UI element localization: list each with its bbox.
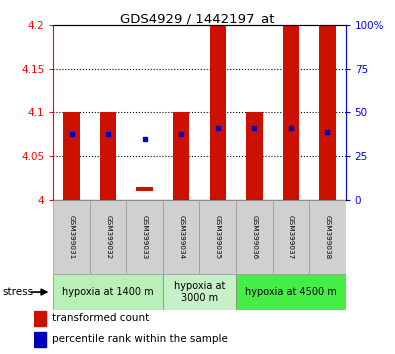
Bar <box>246 113 263 200</box>
Text: hypoxia at 1400 m: hypoxia at 1400 m <box>62 287 154 297</box>
Bar <box>309 200 346 274</box>
Bar <box>173 113 190 200</box>
Bar <box>136 187 153 191</box>
Bar <box>34 332 46 347</box>
Text: GSM399031: GSM399031 <box>69 215 75 259</box>
Bar <box>63 113 80 200</box>
Text: transformed count: transformed count <box>52 313 150 323</box>
Text: hypoxia at
3000 m: hypoxia at 3000 m <box>174 281 225 303</box>
Bar <box>199 200 236 274</box>
Text: GSM399037: GSM399037 <box>288 215 294 259</box>
Text: GSM399033: GSM399033 <box>142 215 148 259</box>
Text: GDS4929 / 1442197_at: GDS4929 / 1442197_at <box>120 12 275 25</box>
Bar <box>236 274 346 310</box>
Text: percentile rank within the sample: percentile rank within the sample <box>52 335 228 344</box>
Bar <box>163 274 236 310</box>
Text: GSM399038: GSM399038 <box>324 215 330 259</box>
Bar <box>282 25 299 200</box>
Bar <box>319 25 336 200</box>
Bar <box>209 25 226 200</box>
Bar <box>100 113 117 200</box>
Bar <box>34 310 46 326</box>
Bar <box>236 200 273 274</box>
Bar <box>273 200 309 274</box>
Bar <box>126 200 163 274</box>
Bar <box>163 200 199 274</box>
Text: GSM399036: GSM399036 <box>251 215 257 259</box>
Bar <box>90 200 126 274</box>
Bar <box>53 274 163 310</box>
Text: GSM399032: GSM399032 <box>105 215 111 259</box>
Text: stress: stress <box>2 287 33 297</box>
Text: GSM399034: GSM399034 <box>178 215 184 259</box>
Bar <box>53 200 90 274</box>
Text: GSM399035: GSM399035 <box>215 215 221 259</box>
Text: hypoxia at 4500 m: hypoxia at 4500 m <box>245 287 337 297</box>
